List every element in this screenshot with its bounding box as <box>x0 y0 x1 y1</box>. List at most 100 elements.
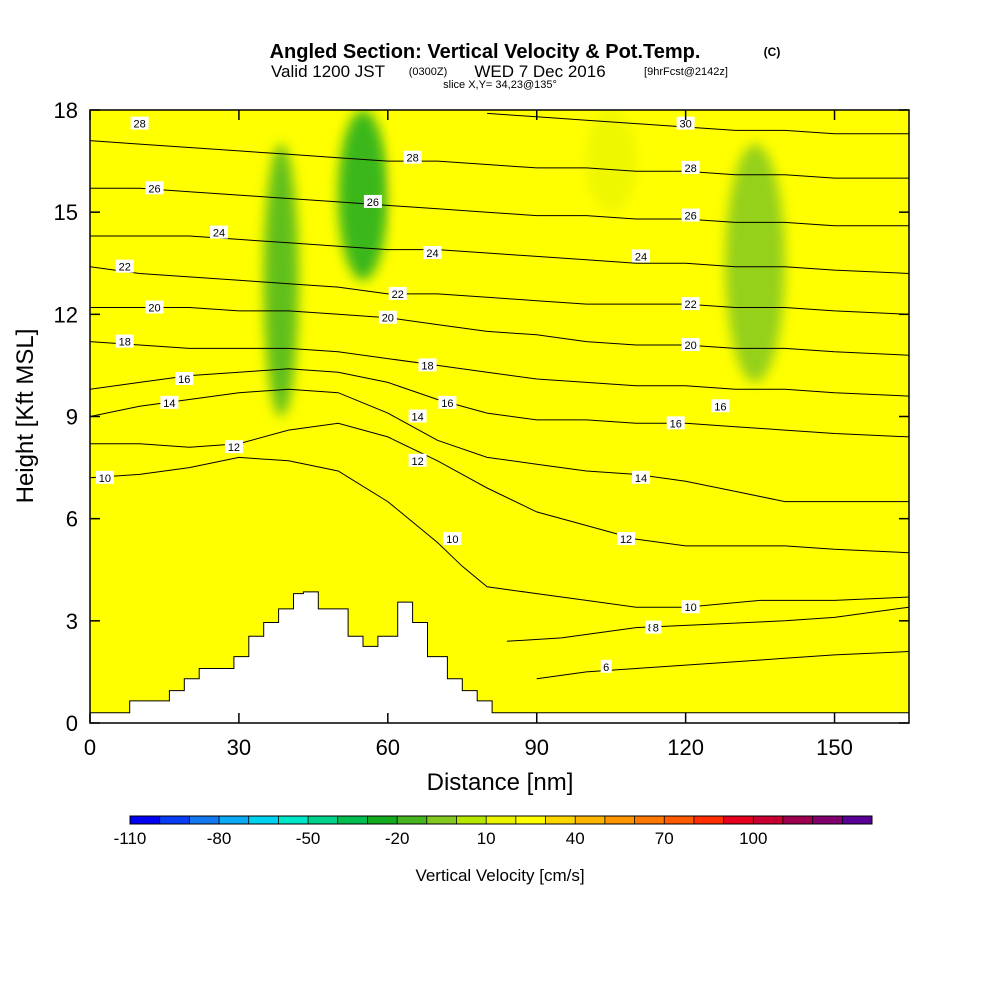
forecast-info: [9hrFcst@2142z] <box>644 66 728 78</box>
chart-title: Angled Section: Vertical Velocity & Pot.… <box>270 41 701 63</box>
y-axis: 0 3 6 9 12 15 18 <box>54 98 909 736</box>
contour-label-24: 24 <box>426 248 438 260</box>
velocity-updraft-2 <box>586 110 636 213</box>
colorbar-tick-label: 70 <box>655 829 674 848</box>
contour-label-extra-17-bg <box>438 395 457 409</box>
x-tick-label: 30 <box>227 735 251 760</box>
contour-label-extra-6-bg <box>175 372 194 386</box>
colorbar-label: Vertical Velocity [cm/s] <box>415 866 584 885</box>
colorbar-swatch <box>456 816 487 824</box>
contour-label-extra-9: 10 <box>99 473 111 485</box>
colorbar-tick-label: -50 <box>296 829 321 848</box>
contour-label-extra-1: 26 <box>148 183 160 195</box>
y-tick-label: 3 <box>66 609 78 634</box>
contour-label-28-bg <box>403 150 422 164</box>
theta-contour-18 <box>90 341 909 397</box>
contour-label-extra-7: 14 <box>163 398 175 410</box>
contour-labels: 6810121416182022242628302826242220181614… <box>95 116 730 674</box>
contour-label-extra-19-bg <box>681 600 700 614</box>
colorbar-swatch <box>782 816 814 824</box>
valid-time-zulu: (0300Z) <box>409 66 448 78</box>
contour-label-extra-9-bg <box>95 470 114 484</box>
contour-label-extra-18-bg <box>617 532 636 546</box>
colorbar-tick-label: -110 <box>114 829 147 848</box>
colorbar-swatch <box>664 816 695 824</box>
theta-contour-16 <box>90 368 909 438</box>
theta-contour-28 <box>90 140 909 179</box>
contour-label-22: 22 <box>392 289 404 301</box>
contour-label-extra-11: 26 <box>684 211 696 223</box>
theta-contour-22 <box>90 266 909 315</box>
theta-contour-14 <box>90 388 909 503</box>
x-tick-label: 60 <box>376 735 400 760</box>
contour-label-extra-10: 28 <box>684 163 696 175</box>
colorbar-swatch <box>367 816 398 824</box>
y-tick-label: 18 <box>54 98 78 123</box>
colorbar-swatch <box>130 816 161 824</box>
contour-label-10-bg <box>443 532 462 546</box>
contour-label-extra-0: 28 <box>134 119 146 131</box>
contour-label-extra-19: 10 <box>684 602 696 614</box>
x-axis-label: Distance [nm] <box>427 769 574 796</box>
y-tick-label: 9 <box>66 405 78 430</box>
y-tick-label: 0 <box>66 711 78 736</box>
contour-label-22-bg <box>388 286 407 300</box>
contour-label-10: 10 <box>446 534 458 546</box>
colorbar-swatch <box>308 816 339 824</box>
contour-label-extra-5-bg <box>115 334 134 348</box>
x-tick-label: 0 <box>84 735 96 760</box>
contour-label-28: 28 <box>407 153 419 165</box>
contour-label-16-bg <box>666 416 685 430</box>
y-axis-label: Height [Kft MSL] <box>12 329 39 504</box>
colorbar-swatch <box>397 816 428 824</box>
contour-label-extra-15-bg <box>711 399 730 413</box>
slice-info: slice X,Y= 34,23@135° <box>443 79 557 91</box>
contour-label-12-bg <box>408 453 427 467</box>
contour-label-6: 6 <box>603 662 609 674</box>
colorbar-swatch <box>634 816 665 824</box>
theta-contour-8 <box>506 606 909 642</box>
contour-label-extra-10-bg <box>681 160 700 174</box>
contour-label-extra-13: 22 <box>684 299 696 311</box>
colorbar-swatch <box>723 816 754 824</box>
colorbar-swatch <box>575 816 606 824</box>
contour-label-24-bg <box>423 246 442 260</box>
theta-contour-10 <box>90 456 909 608</box>
contour-label-18: 18 <box>421 360 433 372</box>
valid-date: WED 7 Dec 2016 <box>474 62 605 81</box>
colorbar: -110 -80 -50 -20 10 40 70 100 <box>114 815 873 848</box>
x-axis: 0 30 60 90 120 150 <box>84 110 853 760</box>
contour-label-extra-8-bg <box>224 440 243 454</box>
contour-label-extra-2: 24 <box>213 228 225 240</box>
theta-contour-6 <box>536 651 909 680</box>
terrain <box>90 591 909 723</box>
velocity-downdraft-3 <box>338 110 388 281</box>
contour-label-30: 30 <box>680 119 692 131</box>
contour-label-extra-20-bg <box>650 620 662 634</box>
contour-label-16: 16 <box>670 418 682 430</box>
contour-label-extra-12: 24 <box>635 251 647 263</box>
contour-label-extra-3: 22 <box>119 262 131 274</box>
contour-label-14: 14 <box>635 473 647 485</box>
contour-label-extra-7-bg <box>160 395 179 409</box>
y-tick-label: 12 <box>54 302 78 327</box>
colorbar-swatch <box>842 816 873 824</box>
colorbar-swatch <box>159 816 190 824</box>
colorbar-tick-label: 40 <box>566 829 585 848</box>
contour-label-extra-20: 8 <box>653 623 659 635</box>
contour-label-20: 20 <box>382 313 394 325</box>
y-tick-label: 6 <box>66 507 78 532</box>
velocity-downdraft-4 <box>263 144 299 417</box>
contour-label-14-bg <box>631 470 650 484</box>
plot-background <box>90 110 909 723</box>
colorbar-swatch <box>693 816 725 824</box>
contour-label-extra-0-bg <box>130 116 149 130</box>
contour-label-extra-6: 16 <box>178 374 190 386</box>
contour-label-6-bg <box>600 659 612 673</box>
contour-label-20-bg <box>378 310 397 324</box>
contour-label-30-bg <box>676 116 695 130</box>
colorbar-tick-label: -80 <box>207 829 232 848</box>
velocity-updraft-0 <box>313 433 378 570</box>
contour-label-extra-12-bg <box>631 249 650 263</box>
